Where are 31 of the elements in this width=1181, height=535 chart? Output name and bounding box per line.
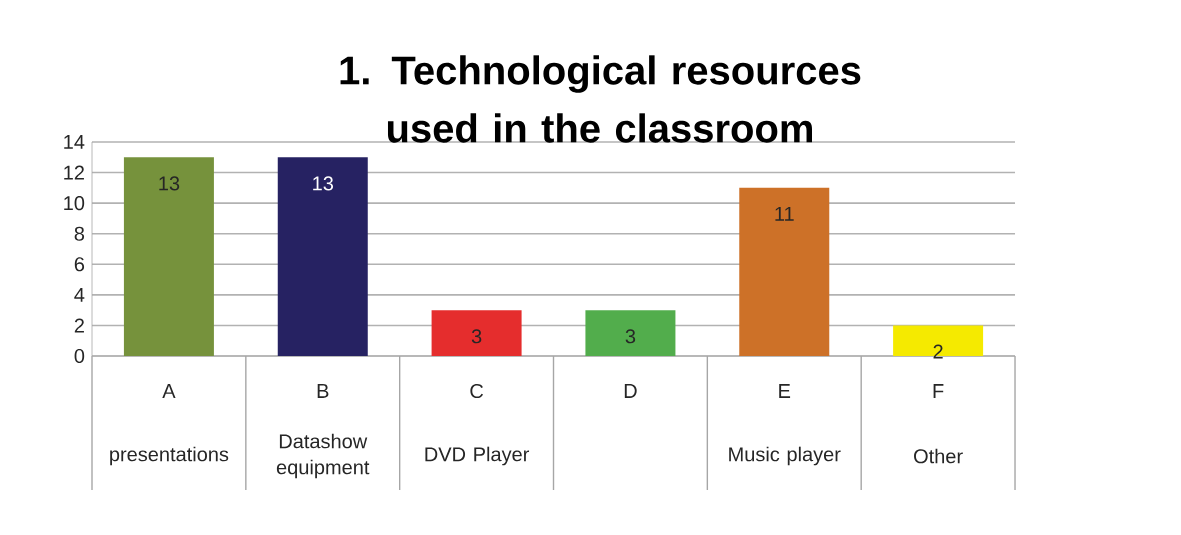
x-tick-label: Other: [914, 448, 963, 464]
data-label: 13: [313, 176, 334, 191]
y-tick-label: 8: [74, 226, 85, 241]
y-tick-label: 12: [64, 165, 84, 180]
x-tick-label: DVD Player: [425, 446, 530, 466]
bar: [277, 157, 368, 356]
y-tick-label: 6: [74, 257, 85, 272]
text: E: [779, 384, 791, 398]
data-label: 3: [471, 329, 482, 344]
x-tick-label: Datashow equipment: [276, 433, 370, 479]
data-label: 11: [775, 206, 794, 221]
x-tick-label: presentations: [110, 446, 229, 466]
y-tick-label: 10: [64, 196, 85, 211]
bar: [585, 310, 676, 356]
text: B: [317, 384, 329, 398]
text: D: [624, 384, 637, 398]
bar: [431, 310, 522, 356]
text: C: [470, 383, 484, 399]
y-tick-label: 2: [74, 318, 84, 333]
bar: [123, 157, 214, 356]
y-tick-label: 0: [74, 348, 85, 364]
x-tick-label: Music player: [729, 446, 841, 466]
text: A: [162, 384, 176, 398]
y-tick-label: 14: [64, 135, 85, 149]
bar: [739, 187, 830, 356]
data-label: 2: [933, 344, 943, 359]
data-label: 3: [625, 329, 636, 344]
data-label: 13: [159, 176, 180, 191]
chart-title: 1. Technological resources used in the classroom: [340, 55, 861, 143]
y-tick-label: 4: [74, 287, 85, 302]
text: F: [933, 384, 944, 398]
